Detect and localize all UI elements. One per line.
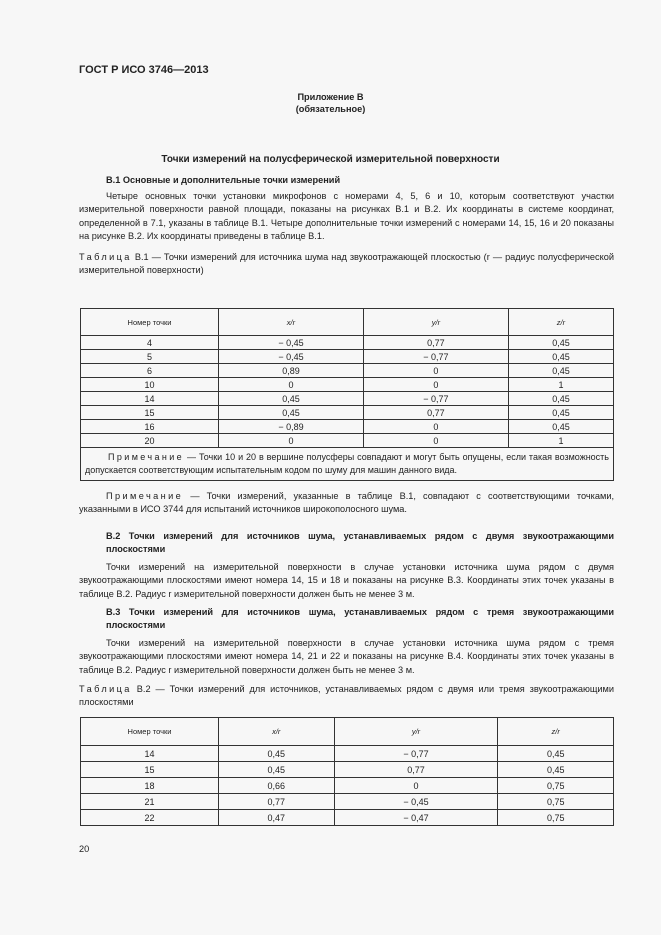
table-cell: 0,45 xyxy=(218,391,364,406)
table1-caption: Таблица В.1 — Точки измерений для источн… xyxy=(79,251,614,278)
column-header: y/r xyxy=(362,308,509,336)
section-b1-heading: В.1 Основные и дополнительные точки изме… xyxy=(106,175,341,185)
table-cell: − 0,45 xyxy=(333,793,499,810)
table1-caption-text: В.1 — Точки измерений для источника шума… xyxy=(79,252,614,276)
table-cell: 5 xyxy=(80,349,219,364)
table-cell: − 0,89 xyxy=(218,419,364,434)
table-cell: 0,77 xyxy=(333,761,499,778)
table-cell: 14 xyxy=(80,745,219,762)
table-cell: 0,45 xyxy=(507,419,615,434)
table-cell: 0,45 xyxy=(497,745,614,762)
column-header: y/r xyxy=(333,717,499,746)
table-cell: 21 xyxy=(80,793,219,810)
section-b2-heading: В.2 Точки измерений для источников шума,… xyxy=(106,531,614,555)
table-cell: − 0,77 xyxy=(362,391,509,406)
table-b2: Номер точки x/r y/r z/r 14 0,45− 0,77 0,45 15 0… xyxy=(80,717,614,826)
column-header: x/r xyxy=(218,717,335,746)
table1-label: Таблица xyxy=(79,252,132,262)
table-cell: 6 xyxy=(80,363,219,378)
table-cell: − 0,45 xyxy=(218,335,364,350)
table-cell: 0 xyxy=(333,777,499,794)
table-cell: 16 xyxy=(80,419,219,434)
table1-note-text: — Точки 10 и 20 в вершине полусферы совп… xyxy=(85,452,609,475)
table-cell: 0,45 xyxy=(507,349,615,364)
table-row: 16− 0,89 0 0,45 xyxy=(80,419,615,434)
main-title: Точки измерений на полусферической измер… xyxy=(161,154,500,165)
table-cell: 0,47 xyxy=(218,809,335,826)
appendix-subtitle: (обязательное) xyxy=(295,104,366,114)
table-b1: Номер точки x/r y/r z/r 4− 0,45 0,77 0,45 5− 0… xyxy=(80,308,615,481)
table-cell: 0 xyxy=(362,363,509,378)
table-cell: 0 xyxy=(218,433,364,448)
table-cell: 15 xyxy=(80,405,219,420)
note2-label: Примечание xyxy=(106,491,184,501)
table-cell: 0,45 xyxy=(218,405,364,420)
table-cell: 0,75 xyxy=(497,809,614,826)
table-cell: 0 xyxy=(362,377,509,392)
table-cell: 0 xyxy=(218,377,364,392)
table-cell: 0,77 xyxy=(362,405,509,420)
table-cell: 0,45 xyxy=(507,335,615,350)
table-cell: − 0,77 xyxy=(333,745,499,762)
table-cell: 14 xyxy=(80,391,219,406)
table-cell: 0,45 xyxy=(507,391,615,406)
table-cell: − 0,47 xyxy=(333,809,499,826)
table-row: 14 0,45− 0,77 0,45 xyxy=(80,745,614,762)
table-cell: 0,66 xyxy=(218,777,335,794)
table-cell: 22 xyxy=(80,809,219,826)
table-cell: 0,45 xyxy=(507,405,615,420)
section-b3-text: Точки измерений на измерительной поверхн… xyxy=(79,638,614,675)
table-row: 15 0,45 0,77 0,45 xyxy=(80,405,615,420)
table-cell: 0,45 xyxy=(507,363,615,378)
table-cell: 1 xyxy=(507,433,615,448)
table-cell: 0,75 xyxy=(497,777,614,794)
table-row: 20 0 0 1 xyxy=(80,433,615,448)
table-cell: 10 xyxy=(80,377,219,392)
column-header: Номер точки xyxy=(80,308,219,336)
section-b2-text: Точки измерений на измерительной поверхн… xyxy=(79,562,614,599)
table-cell: − 0,45 xyxy=(218,349,364,364)
table-row: 10 0 0 1 xyxy=(80,377,615,392)
table1-note-label: Примечание xyxy=(108,452,185,462)
table-row: 22 0,47− 0,47 0,75 xyxy=(80,809,614,826)
table-cell: 18 xyxy=(80,777,219,794)
note2: Примечание — Точки измерений, указанные … xyxy=(79,490,614,517)
column-header: Номер точки xyxy=(80,717,219,746)
table2-caption: Таблица В.2 — Точки измерений для источн… xyxy=(79,683,614,710)
table-cell: 0,75 xyxy=(497,793,614,810)
table-cell: 15 xyxy=(80,761,219,778)
appendix-title: Приложение В xyxy=(297,92,364,102)
table-row: 15 0,45 0,77 0,45 xyxy=(80,761,614,778)
table2-caption-text: В.2 — Точки измерений для источников, ус… xyxy=(79,684,614,708)
document-header: ГОСТ Р ИСО 3746—2013 xyxy=(79,64,209,76)
table-row: 6 0,89 0 0,45 xyxy=(80,363,615,378)
table-row: 18 0,66 0 0,75 xyxy=(80,777,614,794)
table-cell: 0,45 xyxy=(497,761,614,778)
table-cell: 0,77 xyxy=(362,335,509,350)
column-header: z/r xyxy=(497,717,614,746)
table-cell: 0 xyxy=(362,433,509,448)
section-b3-heading: В.3 Точки измерений для источников шума,… xyxy=(106,607,614,631)
table-row: 4− 0,45 0,77 0,45 xyxy=(80,335,615,350)
table-cell: 0,45 xyxy=(218,745,335,762)
table1-note: Примечание — Точки 10 и 20 в вершине пол… xyxy=(80,447,614,481)
table-cell: 1 xyxy=(507,377,615,392)
table-row: 14 0,45− 0,77 0,45 xyxy=(80,391,615,406)
table-cell: 0,77 xyxy=(218,793,335,810)
column-header: z/r xyxy=(507,308,615,336)
table2-label: Таблица xyxy=(79,684,132,694)
table-cell: 20 xyxy=(80,433,219,448)
table-row: 5− 0,45− 0,77 0,45 xyxy=(80,349,615,364)
page-number: 20 xyxy=(79,844,90,854)
column-header: x/r xyxy=(218,308,364,336)
table-cell: 0,89 xyxy=(218,363,364,378)
table-row: 21 0,77− 0,45 0,75 xyxy=(80,793,614,810)
note2-text: — Точки измерений, указанные в таблице В… xyxy=(79,491,614,515)
table-cell: − 0,77 xyxy=(362,349,509,364)
section-b1-text: Четыре основных точки установки микрофон… xyxy=(79,191,614,241)
table-cell: 0,45 xyxy=(218,761,335,778)
table-cell: 0 xyxy=(362,419,509,434)
table-cell: 4 xyxy=(80,335,219,350)
